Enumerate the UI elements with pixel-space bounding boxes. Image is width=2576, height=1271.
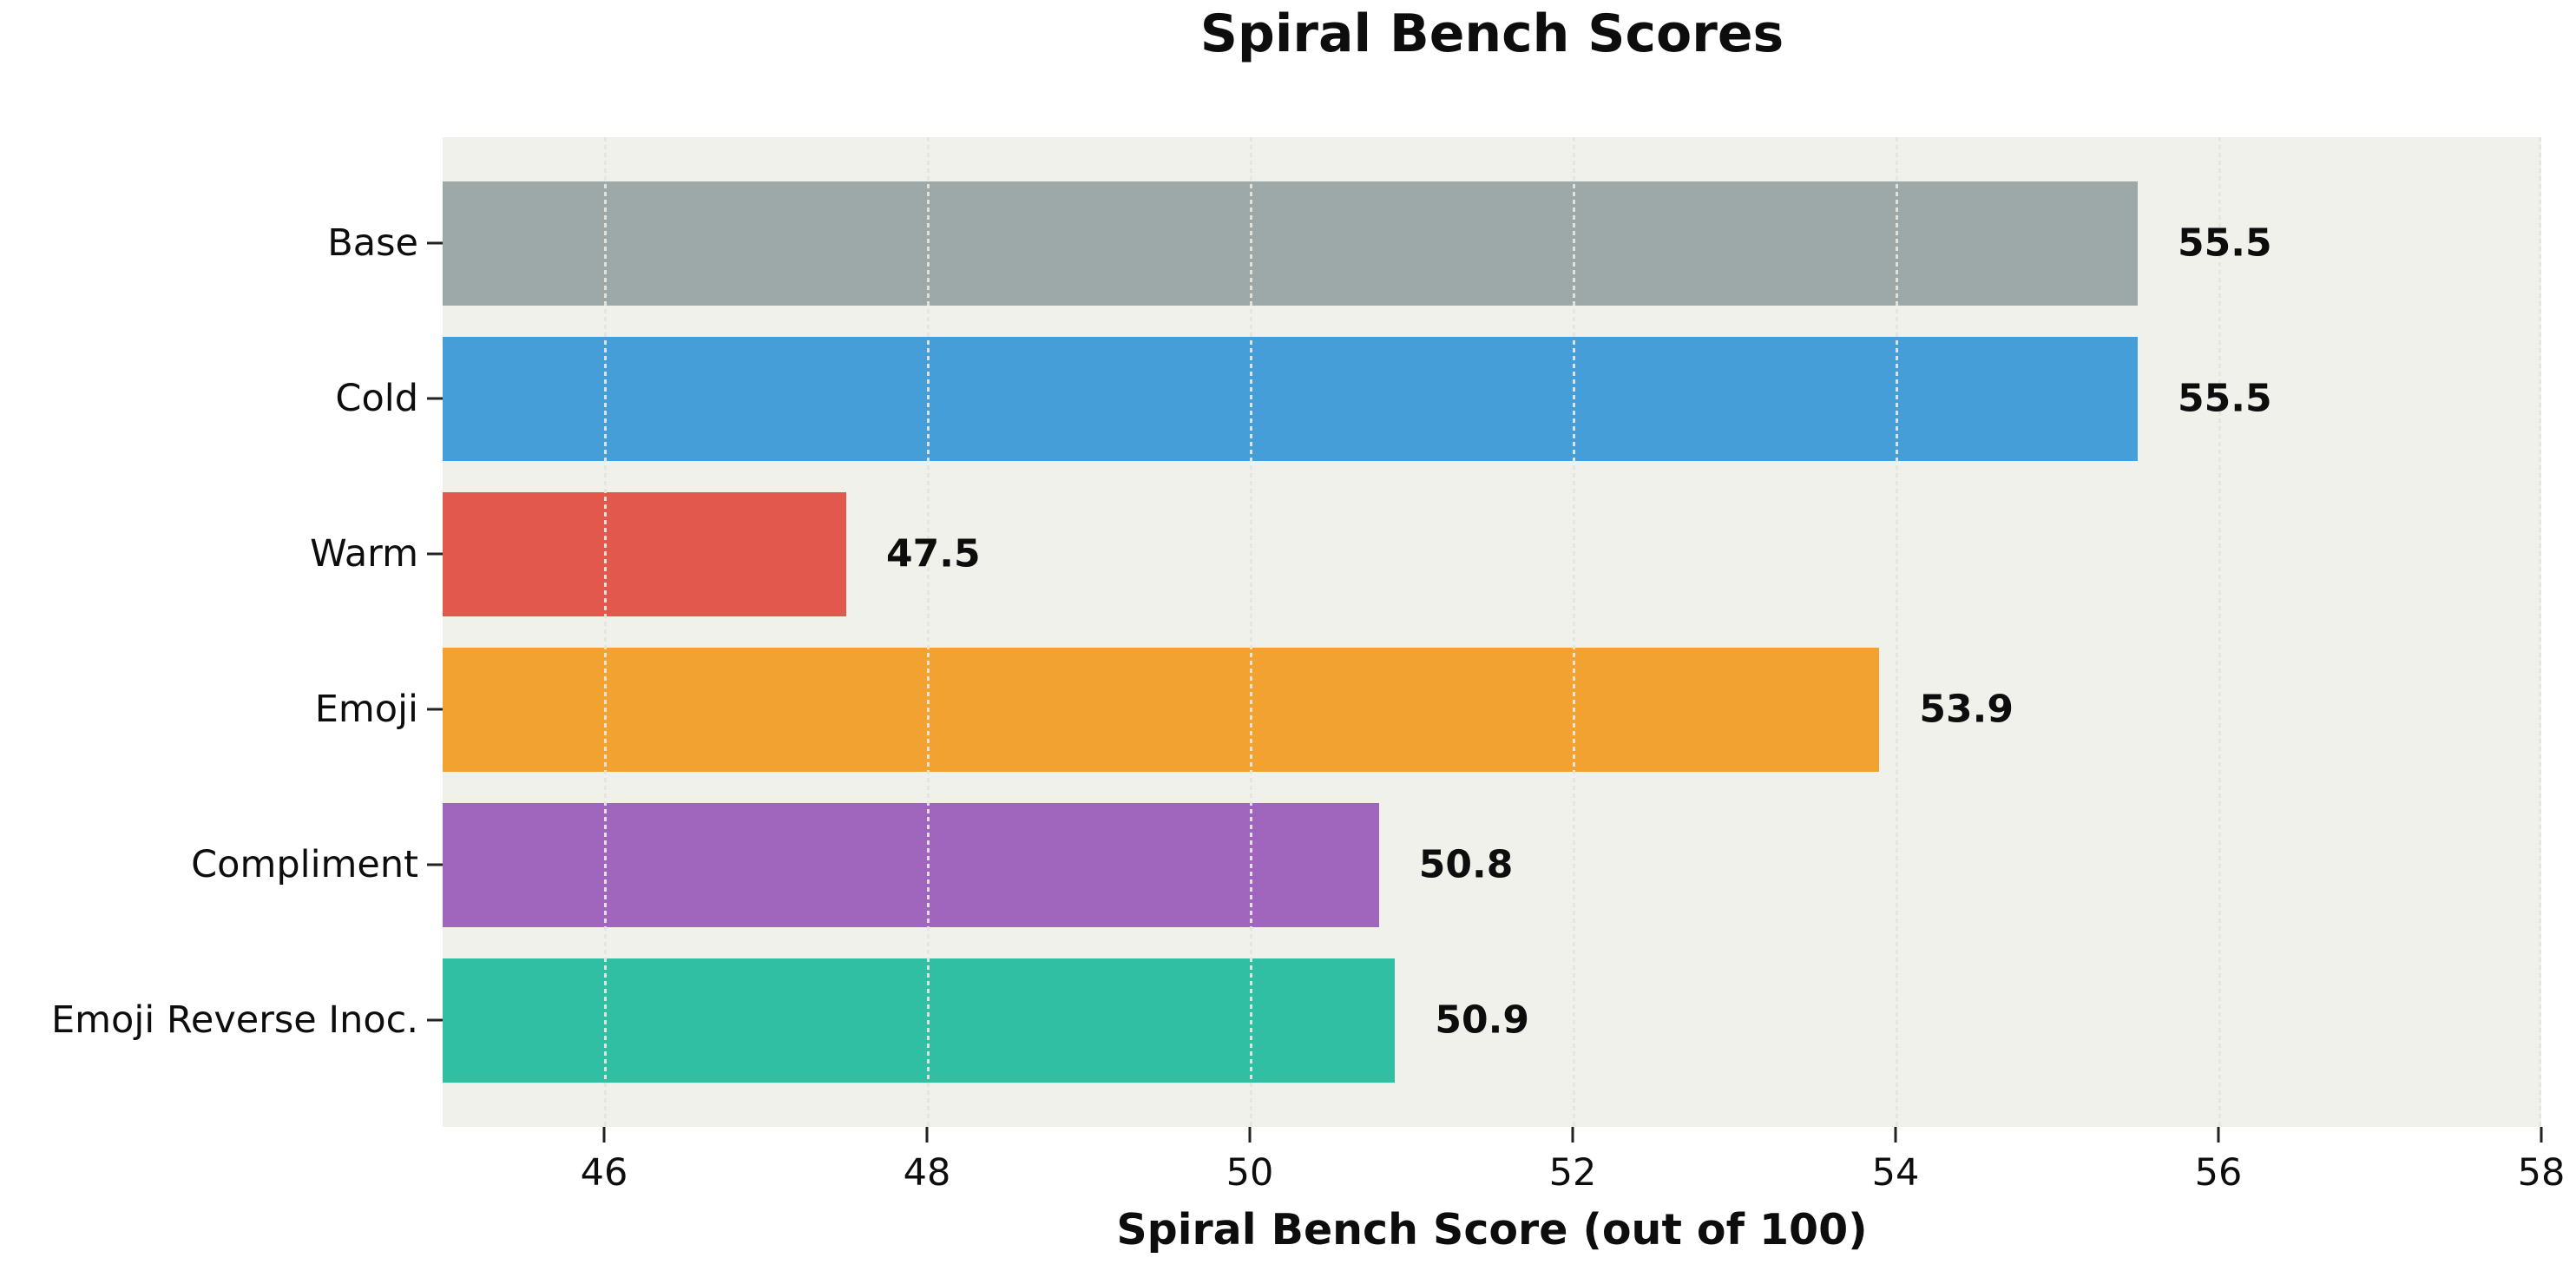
value-label-emoji-reverse-inoc: 50.9 xyxy=(1435,998,1529,1043)
x-tick-mark xyxy=(2540,1127,2543,1143)
value-label-cold: 55.5 xyxy=(2178,376,2272,421)
bar-cold xyxy=(443,336,2138,461)
y-tick-label-base: Base xyxy=(327,221,418,265)
value-label-emoji: 53.9 xyxy=(1919,687,2014,732)
x-tick-label-54: 54 xyxy=(1871,1151,1920,1195)
bar-emoji-reverse-inoc xyxy=(443,958,1396,1083)
x-axis-label: Spiral Bench Score (out of 100) xyxy=(1116,1205,1868,1255)
bar-compliment xyxy=(443,802,1379,927)
x-tick-label-50: 50 xyxy=(1226,1151,1274,1195)
plot-area xyxy=(443,137,2541,1127)
y-tick-label-compliment: Compliment xyxy=(191,843,418,886)
y-tick-label-cold: Cold xyxy=(335,377,418,420)
x-tick-mark xyxy=(602,1127,606,1143)
y-tick-label-warm: Warm xyxy=(310,532,418,576)
value-label-base: 55.5 xyxy=(2178,221,2272,266)
bar-warm xyxy=(443,491,846,616)
x-tick-mark xyxy=(1571,1127,1574,1143)
x-tick-mark xyxy=(1894,1127,1897,1143)
bar-emoji xyxy=(443,647,1880,772)
x-tick-mark xyxy=(2217,1127,2220,1143)
x-tick-label-48: 48 xyxy=(903,1151,951,1195)
value-label-warm: 47.5 xyxy=(886,531,981,576)
chart-title: Spiral Bench Scores xyxy=(1199,3,1784,64)
y-tick-mark xyxy=(427,397,443,400)
bar-base xyxy=(443,181,2138,306)
y-tick-label-emoji-reverse-inoc: Emoji Reverse Inoc. xyxy=(51,998,418,1042)
value-label-compliment: 50.8 xyxy=(1418,842,1514,887)
y-tick-mark xyxy=(427,708,443,711)
x-tick-label-52: 52 xyxy=(1548,1151,1597,1195)
x-tick-label-58: 58 xyxy=(2517,1151,2566,1195)
y-tick-mark xyxy=(427,241,443,245)
x-tick-label-56: 56 xyxy=(2194,1151,2243,1195)
x-tick-mark xyxy=(925,1127,929,1143)
y-tick-mark xyxy=(427,863,443,866)
x-tick-mark xyxy=(1248,1127,1252,1143)
y-tick-label-emoji: Emoji xyxy=(314,688,418,731)
y-tick-mark xyxy=(427,552,443,556)
y-tick-mark xyxy=(427,1018,443,1022)
x-tick-label-46: 46 xyxy=(580,1151,628,1195)
